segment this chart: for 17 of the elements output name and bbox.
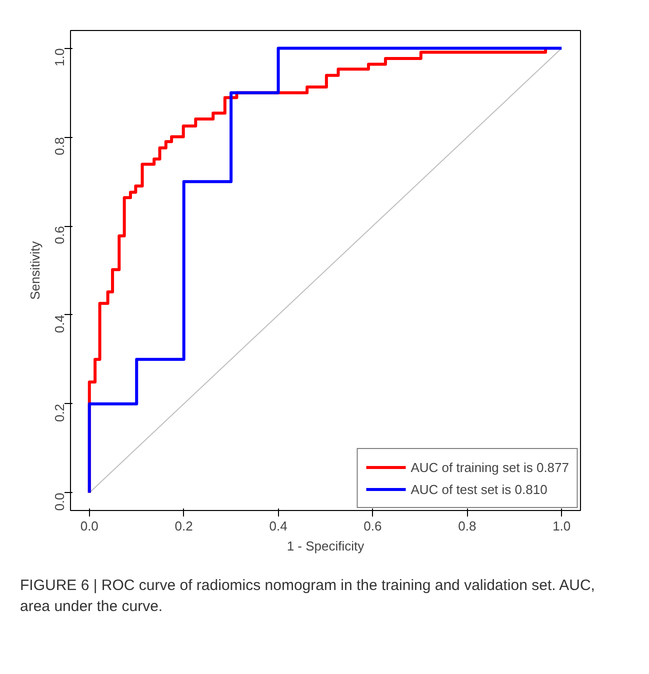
y-tick-label: 0.4	[52, 314, 67, 334]
y-tick-label: 0.8	[52, 137, 67, 156]
x-tick-label: 0.4	[269, 518, 288, 534]
legend-label: AUC of test set is 0.810	[410, 482, 548, 496]
x-tick-label: 0.0	[80, 518, 98, 534]
x-tick-label: 0.6	[364, 518, 382, 534]
x-axis-title: 1 - Specificity	[286, 538, 365, 554]
y-tick-label: 0.6	[52, 226, 67, 244]
y-tick-label: 0.0	[52, 492, 67, 511]
y-tick-label: 0.2	[52, 404, 67, 422]
y-tick-label: 1.0	[52, 48, 67, 66]
x-tick-label: 0.8	[458, 518, 476, 534]
caption: FIGURE 6 | ROC curve of radiomics nomogram in the training and validation set. AUC, area under the curve.	[20, 576, 596, 618]
legend-label: AUC of training set is 0.877	[410, 460, 569, 474]
y-axis-title: Sensitivity	[28, 240, 42, 300]
x-tick-label: 0.2	[174, 518, 193, 534]
x-tick-label: 1.0	[552, 518, 571, 534]
